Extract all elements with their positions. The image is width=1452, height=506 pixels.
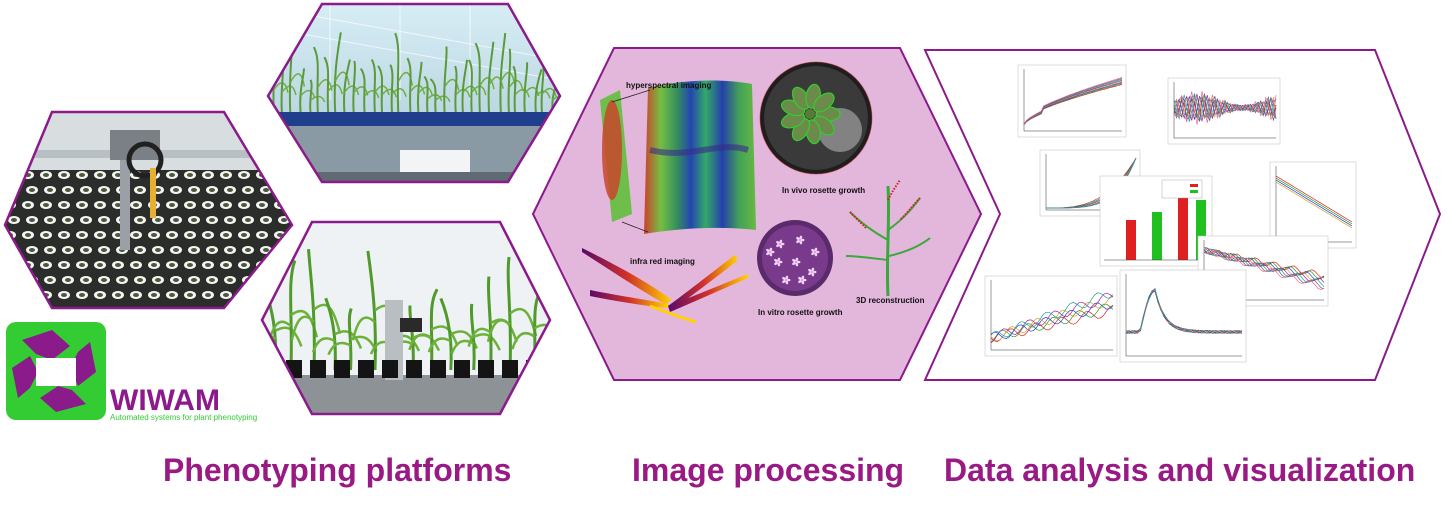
invivo-rosette-image: In vivo rosette growth: [759, 61, 873, 195]
platform-hexagon-robot: [3, 110, 294, 310]
processing-hexagon: [531, 47, 983, 381]
wiwam-logo-tagline: Automated systems for plant phenotyping: [110, 413, 257, 422]
label-invitro: In vitro rosette growth: [758, 308, 843, 317]
platform-photo-robot: [5, 112, 292, 308]
hyperspectral-image: hyperspectral imaging: [600, 80, 756, 234]
label-infrared: infra red imaging: [630, 257, 695, 266]
wiwam-logo: WIWAM Automated systems for plant phenot…: [6, 322, 257, 422]
caption-data-analysis: Data analysis and visualization: [944, 452, 1416, 488]
caption-phenotyping-platforms: Phenotyping platforms: [163, 452, 512, 488]
label-invivo: In vivo rosette growth: [782, 186, 865, 195]
platform-photo-greenhouse: [268, 4, 560, 182]
label-hyperspectral: hyperspectral imaging: [626, 81, 711, 90]
infrared-image: infra red imaging: [582, 248, 748, 324]
wiwam-logo-name: WIWAM: [110, 384, 220, 417]
reconstruction-image: 3D reconstruction: [845, 179, 931, 305]
analysis-plots: [984, 64, 1357, 363]
label-reconstruction: 3D reconstruction: [856, 296, 925, 305]
platform-hexagon-maize: [260, 220, 552, 416]
invitro-rosette-image: In vitro rosette growth: [757, 220, 843, 317]
caption-image-processing: Image processing: [632, 452, 905, 488]
platform-hexagon-greenhouse: [266, 2, 562, 184]
platform-photo-maize: [262, 222, 550, 414]
